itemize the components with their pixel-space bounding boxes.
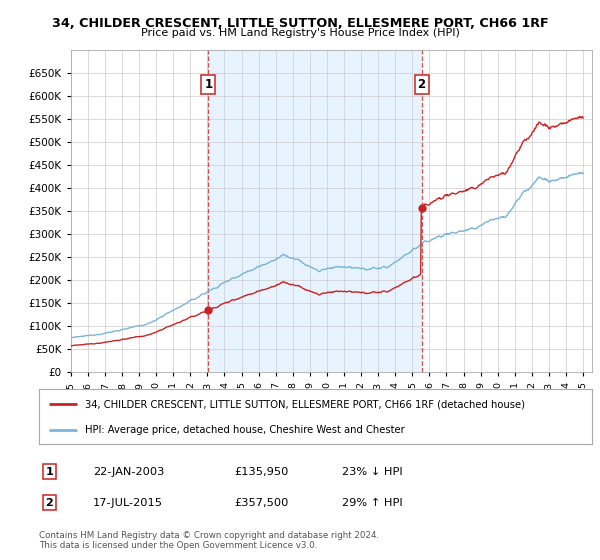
Text: Price paid vs. HM Land Registry's House Price Index (HPI): Price paid vs. HM Land Registry's House … (140, 28, 460, 38)
Text: £357,500: £357,500 (234, 498, 289, 508)
Text: 2: 2 (46, 498, 53, 508)
Text: 22-JAN-2003: 22-JAN-2003 (93, 466, 164, 477)
Text: 23% ↓ HPI: 23% ↓ HPI (342, 466, 403, 477)
Text: 1: 1 (204, 78, 212, 91)
Text: 2: 2 (418, 78, 425, 91)
Text: Contains HM Land Registry data © Crown copyright and database right 2024.
This d: Contains HM Land Registry data © Crown c… (39, 531, 379, 550)
Text: 17-JUL-2015: 17-JUL-2015 (93, 498, 163, 508)
Text: HPI: Average price, detached house, Cheshire West and Chester: HPI: Average price, detached house, Ches… (85, 426, 404, 435)
Text: 34, CHILDER CRESCENT, LITTLE SUTTON, ELLESMERE PORT, CH66 1RF: 34, CHILDER CRESCENT, LITTLE SUTTON, ELL… (52, 17, 548, 30)
Text: £135,950: £135,950 (234, 466, 289, 477)
Text: 34, CHILDER CRESCENT, LITTLE SUTTON, ELLESMERE PORT, CH66 1RF (detached house): 34, CHILDER CRESCENT, LITTLE SUTTON, ELL… (85, 399, 525, 409)
Text: 1: 1 (46, 466, 53, 477)
Text: 29% ↑ HPI: 29% ↑ HPI (342, 498, 403, 508)
Bar (208, 50, 422, 372)
